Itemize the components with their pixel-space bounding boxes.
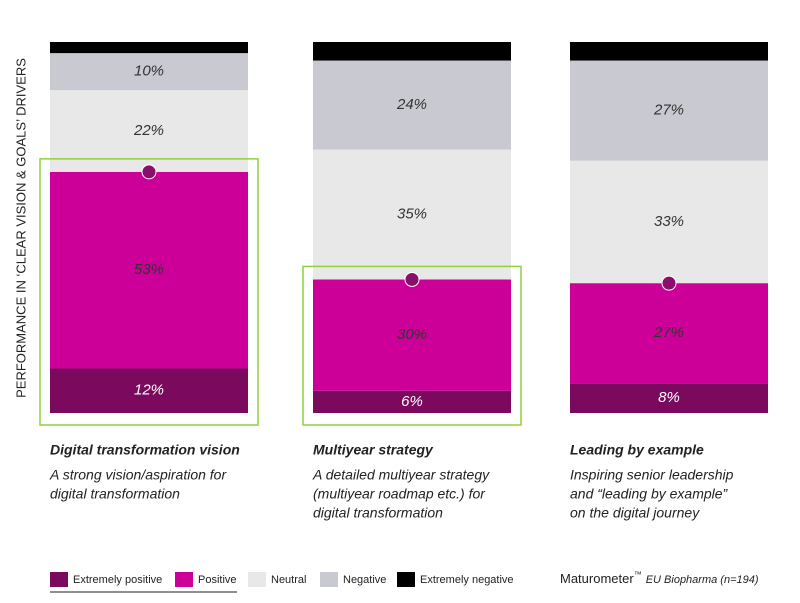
data-label: 8%	[658, 389, 680, 406]
bar-segment	[313, 60, 511, 150]
data-label: 6%	[401, 393, 423, 410]
category-title: Digital transformation vision	[50, 442, 240, 458]
bar-segment	[570, 383, 768, 413]
data-label: 10%	[134, 63, 164, 80]
data-label: 24%	[396, 96, 427, 113]
legend-swatch	[50, 572, 68, 587]
marker	[141, 164, 157, 180]
bar-segment	[313, 42, 511, 61]
category-description: digital transformation	[50, 486, 180, 502]
legend-label: Negative	[343, 574, 386, 586]
data-label: 12%	[134, 382, 164, 399]
category-description: A detailed multiyear strategy	[312, 467, 490, 483]
legend-swatch	[248, 572, 266, 587]
legend-swatch	[320, 572, 338, 587]
legend-label: Extremely positive	[73, 574, 162, 586]
source: Maturometer™ EU Biopharma (n=194)	[560, 570, 759, 586]
highlight-box	[302, 265, 522, 426]
category-title: Multiyear strategy	[313, 442, 434, 458]
data-label: 22%	[133, 122, 164, 139]
category-description: and “leading by example”	[570, 486, 729, 502]
legend-swatch	[175, 572, 193, 587]
data-label: 27%	[653, 324, 684, 341]
legend-swatch	[397, 572, 415, 587]
data-label: 30%	[397, 326, 427, 343]
bar-segment	[313, 149, 511, 280]
bar-segment	[313, 279, 511, 391]
category-description: on the digital journey	[570, 505, 700, 521]
category-description: A strong vision/aspiration for	[49, 467, 227, 483]
source-brand: Maturometer	[560, 571, 634, 586]
legend-label: Neutral	[271, 574, 306, 586]
bar-segment	[570, 60, 768, 161]
category-description: Inspiring senior leadership	[570, 467, 734, 483]
data-label: 53%	[134, 261, 164, 278]
marker	[404, 271, 420, 287]
source-note: EU Biopharma (n=194)	[646, 574, 759, 586]
category-description: (multiyear roadmap etc.) for	[313, 486, 486, 502]
category-description: digital transformation	[313, 505, 443, 521]
bar-segment	[50, 53, 248, 91]
bar-segment	[570, 42, 768, 61]
highlight-box	[39, 158, 259, 426]
bar-segment	[50, 171, 248, 369]
legend-label: Extremely negative	[420, 574, 514, 586]
legend-label: Positive	[198, 574, 237, 586]
data-label: 33%	[654, 213, 684, 230]
bar-segment	[50, 42, 248, 54]
category-title: Leading by example	[570, 442, 704, 458]
data-label: 35%	[397, 205, 427, 222]
y-axis-label: PERFORMANCE IN ‘CLEAR VISION & GOALS’ DR…	[13, 58, 28, 398]
bar-segment	[570, 283, 768, 384]
data-label: 27%	[653, 102, 684, 119]
bar-segment	[50, 368, 248, 413]
bar-segment	[570, 160, 768, 284]
bar-segment	[313, 390, 511, 413]
source-mark: ™	[634, 570, 642, 579]
marker	[661, 275, 677, 291]
